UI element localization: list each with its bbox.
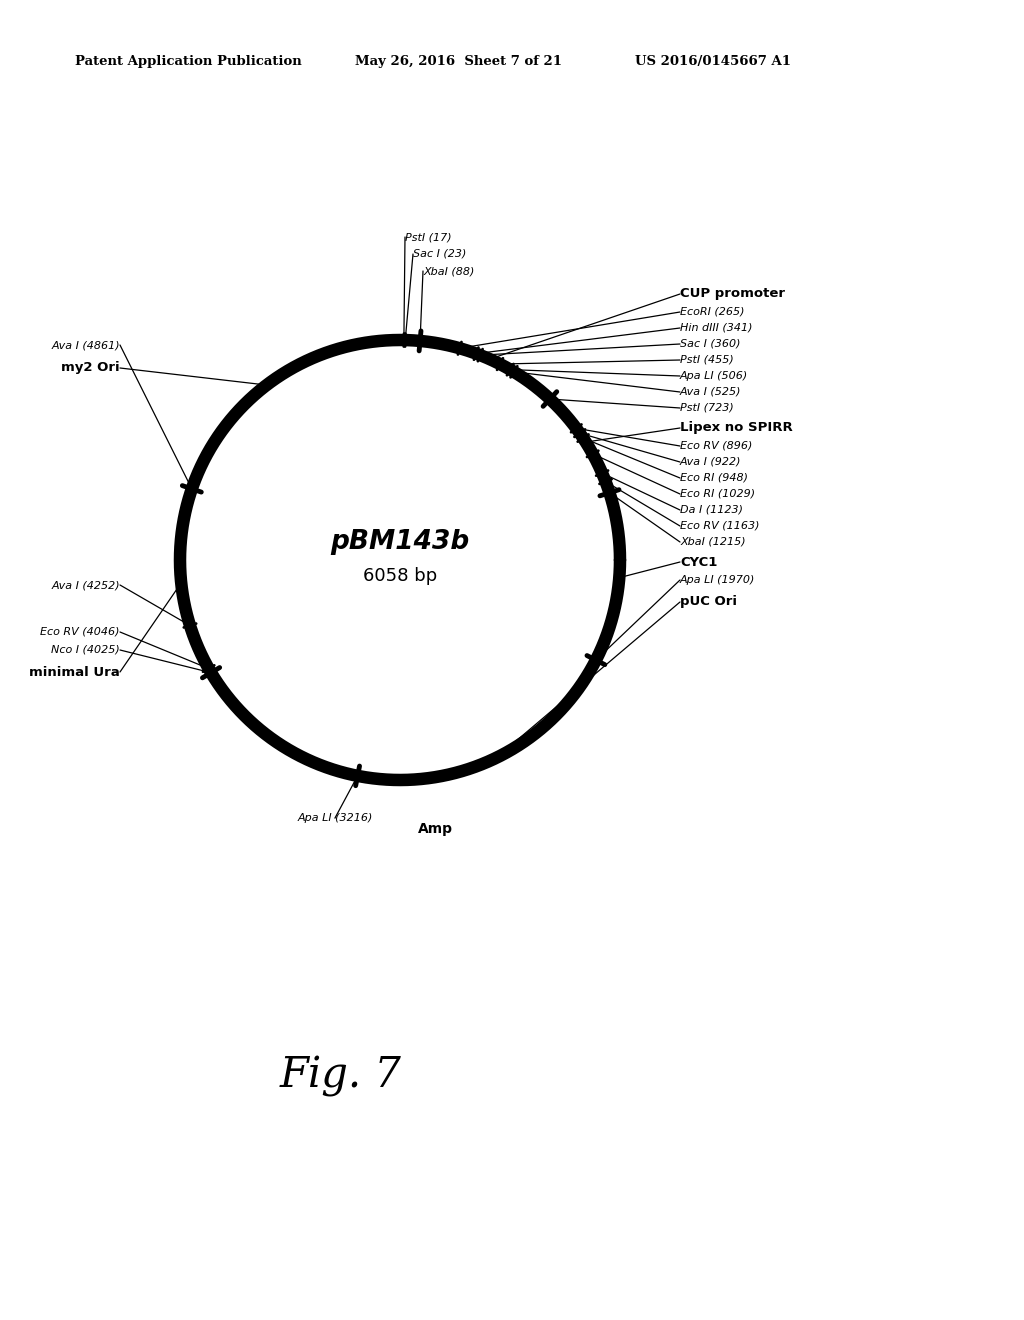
Text: Patent Application Publication: Patent Application Publication [75,55,302,69]
Text: pUC Ori: pUC Ori [680,595,737,609]
Text: Eco RV (1163): Eco RV (1163) [680,521,760,531]
Text: CYC1: CYC1 [680,556,718,569]
Text: Sac I (360): Sac I (360) [680,339,740,348]
Text: Ava I (4861): Ava I (4861) [51,341,120,350]
Text: Apa LI (1970): Apa LI (1970) [680,576,756,585]
Text: CUP promoter: CUP promoter [680,288,785,301]
Text: Eco RV (4046): Eco RV (4046) [41,627,120,638]
Text: Eco RI (948): Eco RI (948) [680,473,748,483]
Text: pBM143b: pBM143b [331,529,470,554]
Text: Ava I (525): Ava I (525) [680,387,741,397]
Text: May 26, 2016  Sheet 7 of 21: May 26, 2016 Sheet 7 of 21 [355,55,562,69]
Text: Ava I (922): Ava I (922) [680,457,741,467]
Text: Apa LI (3216): Apa LI (3216) [297,813,373,822]
Text: 6058 bp: 6058 bp [362,568,437,585]
Text: US 2016/0145667 A1: US 2016/0145667 A1 [635,55,791,69]
Text: Da I (1123): Da I (1123) [680,506,743,515]
Text: Lipex no SPIRR: Lipex no SPIRR [680,421,793,434]
Text: Sac I (23): Sac I (23) [413,249,466,259]
Text: my2 Ori: my2 Ori [61,362,120,375]
Text: minimal Ura: minimal Ura [30,665,120,678]
Text: Eco RI (1029): Eco RI (1029) [680,488,755,499]
Text: XbaI (88): XbaI (88) [423,267,474,276]
Text: Ava I (4252): Ava I (4252) [51,579,120,590]
Text: PstI (455): PstI (455) [680,355,734,366]
Text: Nco I (4025): Nco I (4025) [51,645,120,655]
Text: Fig. 7: Fig. 7 [280,1055,401,1097]
Text: Eco RV (896): Eco RV (896) [680,441,753,451]
Text: EcoRI (265): EcoRI (265) [680,308,744,317]
Text: PstI (17): PstI (17) [406,232,452,242]
Text: Hin dIII (341): Hin dIII (341) [680,323,753,333]
Text: XbaI (1215): XbaI (1215) [680,537,745,546]
Text: Apa LI (506): Apa LI (506) [680,371,749,381]
Text: Amp: Amp [418,822,453,836]
Text: PstI (723): PstI (723) [680,403,734,413]
